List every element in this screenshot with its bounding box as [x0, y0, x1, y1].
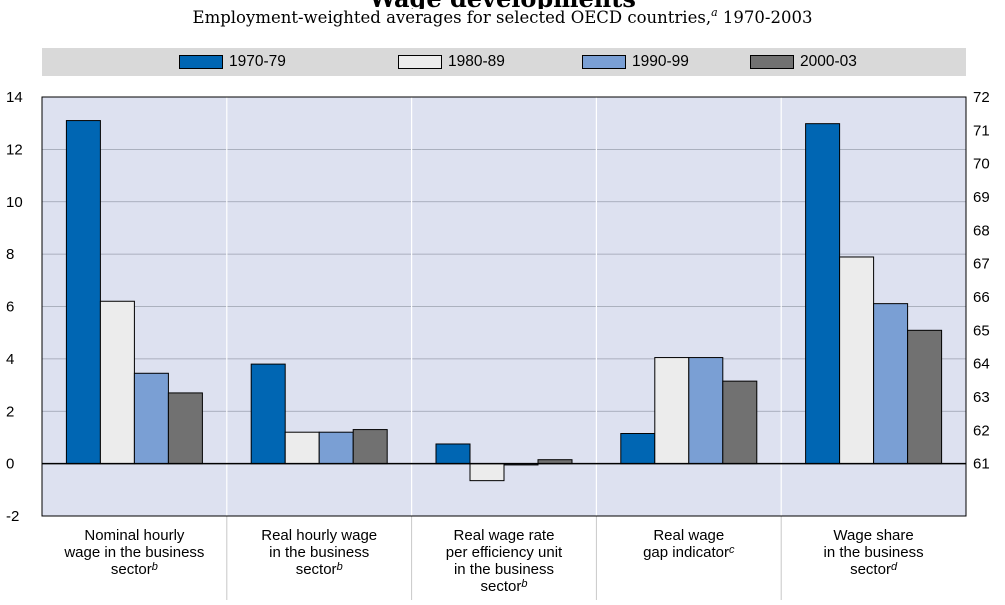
subtitle-years: 1970-2003	[722, 8, 813, 27]
bar-1990-99-cat5	[873, 303, 909, 465]
bar-1980-89-cat5	[839, 256, 875, 465]
legend-label: 2000-03	[800, 53, 857, 70]
right-axis-tick-label: 70	[973, 156, 990, 173]
legend-label: 1980-89	[448, 53, 505, 70]
bar-1970-79-cat3	[435, 443, 471, 465]
left-axis-tick-label: 14	[6, 89, 23, 106]
legend-label: 1990-99	[632, 53, 689, 70]
right-axis-tick-label: 72	[973, 89, 990, 106]
right-axis-tick-label: 69	[973, 189, 990, 206]
bar-1980-89-cat3	[469, 463, 505, 482]
left-axis-tick-label: 4	[6, 351, 14, 368]
bar-1970-79-cat4	[620, 433, 656, 465]
bar-2000-03-cat2	[352, 429, 388, 465]
chart-title-text: Wage developments	[0, 0, 1005, 9]
left-axis-tick-label: 6	[6, 299, 14, 316]
legend: 1970-79 1980-89 1990-99 2000-03	[42, 48, 966, 76]
legend-swatch	[398, 55, 442, 69]
left-axis-tick-label: 2	[6, 403, 14, 420]
right-axis-tick-label: 68	[973, 222, 990, 239]
subtitle-main: Employment-weighted averages for selecte…	[192, 8, 712, 27]
bar-1990-99-cat4	[688, 357, 724, 465]
right-axis-tick-label: 62	[973, 422, 990, 439]
bar-1990-99-cat2	[318, 431, 354, 465]
bar-2000-03-cat5	[907, 329, 943, 465]
bar-1980-89-cat1	[99, 300, 135, 465]
legend-swatch	[179, 55, 223, 69]
bar-2000-03-cat1	[167, 392, 203, 465]
bar-1980-89-cat2	[284, 431, 320, 465]
chart-subtitle: Employment-weighted averages for selecte…	[0, 6, 1005, 27]
bar-2000-03-cat4	[722, 380, 758, 465]
legend-label: 1970-79	[229, 53, 286, 70]
bar-1980-89-cat4	[654, 357, 690, 465]
category-label: Real wage rate per efficiency unit in the …	[446, 527, 563, 595]
left-axis-tick-label: -2	[6, 508, 19, 525]
bar-1970-79-cat2	[250, 363, 286, 465]
chart-title: Wage developments	[0, 0, 1005, 9]
category-label: Nominal hourly wage in the business sector…	[63, 527, 204, 578]
category-label: Real wage gap indicatorc	[643, 527, 735, 561]
right-axis-tick-label: 63	[973, 389, 990, 406]
bar-1970-79-cat5	[805, 123, 841, 465]
right-axis-tick-label: 64	[973, 356, 990, 373]
right-axis-tick-label: 61	[973, 456, 990, 473]
plot-frame	[41, 96, 967, 517]
right-axis-tick-label: 66	[973, 289, 990, 306]
legend-swatch	[582, 55, 626, 69]
left-axis-tick-label: 12	[6, 141, 23, 158]
bar-1990-99-cat1	[133, 372, 169, 465]
category-label: Wage share in the business sectord	[824, 527, 924, 578]
right-axis-tick-label: 71	[973, 122, 990, 139]
right-axis-tick-label: 67	[973, 256, 990, 273]
bar-1970-79-cat1	[65, 120, 101, 465]
right-axis-tick-label: 65	[973, 322, 990, 339]
category-label: Real hourly wage in the business sectorb	[261, 527, 377, 578]
legend-swatch	[750, 55, 794, 69]
left-axis-tick-label: 0	[6, 456, 14, 473]
left-axis-tick-label: 8	[6, 246, 14, 263]
left-axis-tick-label: 10	[6, 194, 23, 211]
subtitle-note-a: a	[711, 6, 718, 19]
